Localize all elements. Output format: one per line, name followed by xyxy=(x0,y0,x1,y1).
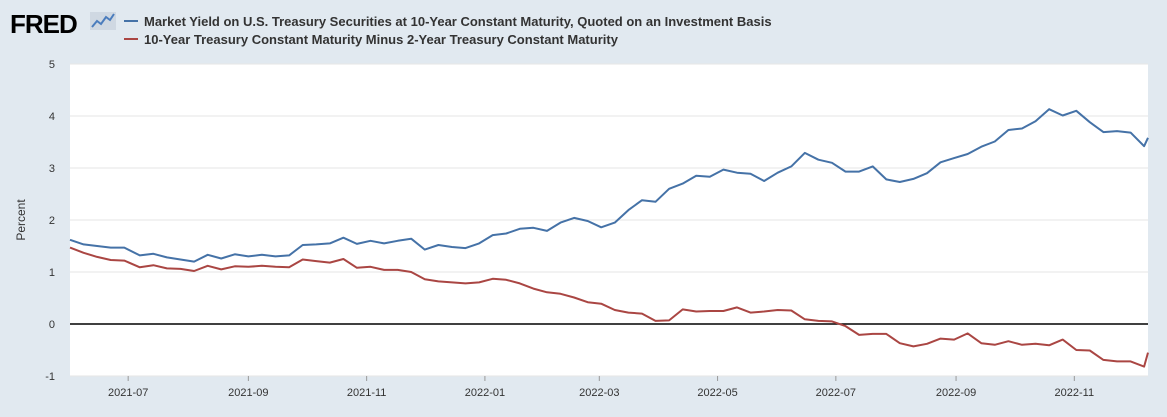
legend-item-10y-2y-spread[interactable]: 10-Year Treasury Constant Maturity Minus… xyxy=(124,30,618,48)
fred-logo[interactable]: FRED xyxy=(10,9,78,39)
legend-label-10y-yield: Market Yield on U.S. Treasury Securities… xyxy=(144,13,772,29)
legend-item-10y-yield[interactable]: Market Yield on U.S. Treasury Securities… xyxy=(124,12,772,30)
y-axis-tick-labels: -1 0 1 2 3 4 5 xyxy=(45,59,55,383)
x-tick-label: 2021-11 xyxy=(347,387,387,399)
y-tick-label: 3 xyxy=(49,163,55,175)
x-axis-tick-labels: 2021-07 2021-09 2021-11 2022-01 2022-03 2022-… xyxy=(108,376,1094,399)
x-tick-label: 2022-01 xyxy=(465,387,505,399)
y-tick-label: 5 xyxy=(49,59,55,71)
series-line-1[interactable] xyxy=(69,246,1149,368)
x-tick-label: 2021-09 xyxy=(228,387,268,399)
legend-swatch-red xyxy=(124,38,138,40)
chart-header: FRED Market Yield on U.S. Treasury Secur… xyxy=(0,0,1167,58)
series-lines xyxy=(69,108,1149,368)
y-tick-label: 1 xyxy=(49,267,55,279)
y-tick-label: 2 xyxy=(49,215,55,227)
y-axis-label: Percent xyxy=(14,199,28,241)
x-tick-label: 2022-07 xyxy=(816,387,856,399)
x-tick-label: 2021-07 xyxy=(108,387,148,399)
x-tick-label: 2022-05 xyxy=(697,387,737,399)
x-tick-label: 2022-03 xyxy=(579,387,619,399)
y-tick-label: 0 xyxy=(49,319,55,331)
y-tick-label: -1 xyxy=(45,371,55,383)
series-line-0[interactable] xyxy=(69,108,1149,263)
x-tick-label: 2022-11 xyxy=(1055,387,1095,399)
x-tick-label: 2022-09 xyxy=(936,387,976,399)
y-tick-label: 4 xyxy=(49,111,55,123)
legend-swatch-blue xyxy=(124,20,138,22)
legend-label-10y-2y-spread: 10-Year Treasury Constant Maturity Minus… xyxy=(144,31,618,47)
fred-graph-icon xyxy=(90,12,116,30)
